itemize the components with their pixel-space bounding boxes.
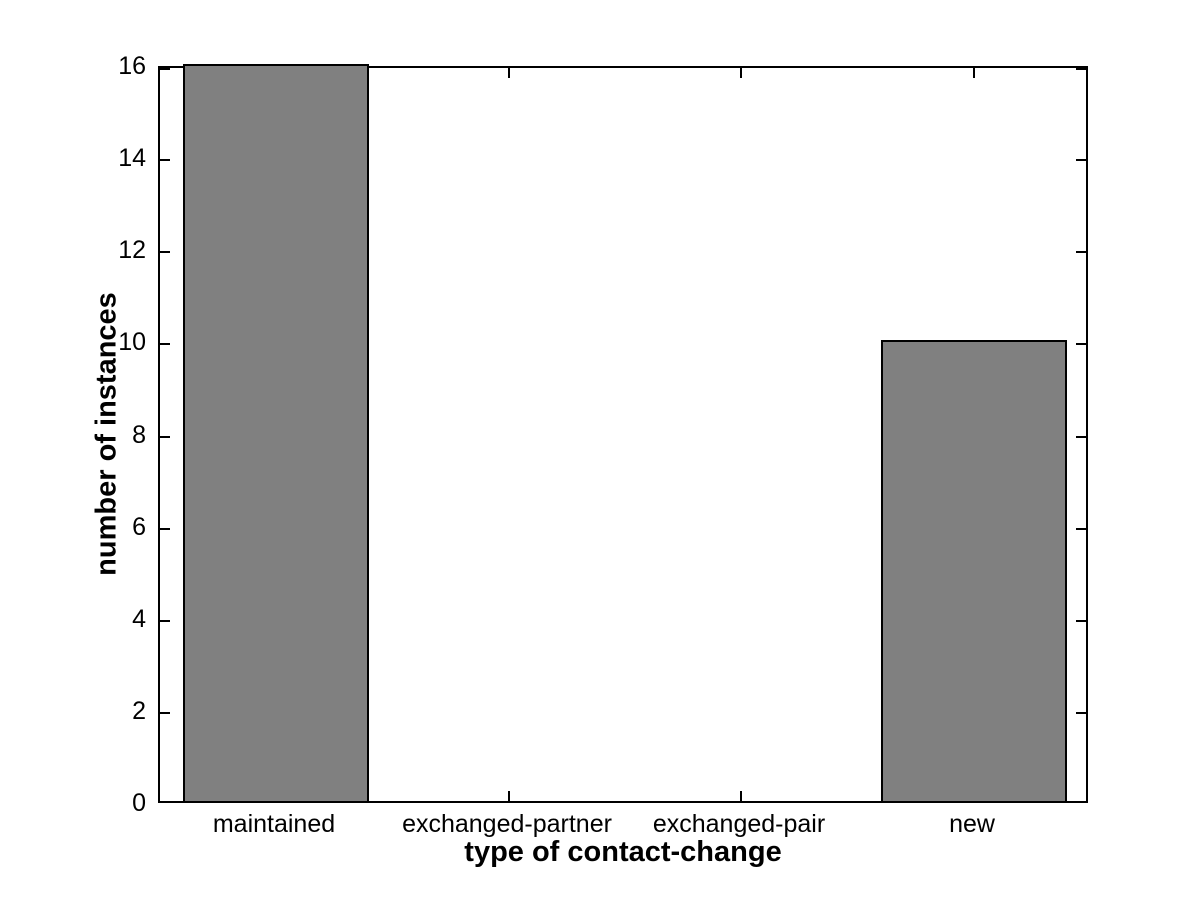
y-tick-label: 10: [118, 328, 146, 356]
y-tick-label: 8: [132, 421, 146, 449]
y-tick-mark: [1076, 159, 1086, 161]
x-tick-label: exchanged-partner: [402, 810, 612, 838]
x-tick-mark: [508, 791, 510, 801]
x-tick-label: maintained: [212, 810, 336, 838]
y-tick-mark: [160, 620, 170, 622]
x-tick-label: exchanged-pair: [652, 810, 826, 838]
y-tick-mark: [160, 159, 170, 161]
y-tick-mark: [1076, 343, 1086, 345]
y-tick-mark: [1076, 801, 1086, 803]
y-tick-mark: [1076, 251, 1086, 253]
x-axis-label: type of contact-change: [464, 836, 782, 868]
y-tick-mark: [160, 712, 170, 714]
y-tick-mark: [160, 801, 170, 803]
y-tick-mark: [160, 436, 170, 438]
x-tick-label: new: [949, 810, 995, 838]
x-tick-mark: [740, 791, 742, 801]
y-tick-mark: [160, 251, 170, 253]
y-tick-mark: [1076, 68, 1086, 70]
plot-area: [158, 64, 1088, 803]
y-tick-label: 16: [118, 52, 146, 80]
y-tick-mark: [160, 528, 170, 530]
x-tick-mark: [508, 68, 510, 78]
y-tick-mark: [1076, 528, 1086, 530]
y-tick-label: 6: [132, 513, 146, 541]
bar-new: [881, 340, 1067, 801]
y-tick-label: 4: [132, 605, 146, 633]
y-tick-mark: [160, 68, 170, 70]
y-tick-label: 2: [132, 697, 146, 725]
x-tick-mark: [973, 68, 975, 78]
y-tick-mark: [1076, 620, 1086, 622]
y-tick-mark: [1076, 712, 1086, 714]
y-tick-label: 0: [132, 789, 146, 817]
y-tick-label: 12: [118, 236, 146, 264]
x-tick-mark: [740, 68, 742, 78]
y-tick-mark: [160, 343, 170, 345]
y-tick-mark: [1076, 436, 1086, 438]
bar-maintained: [183, 64, 369, 801]
y-tick-label: 14: [118, 144, 146, 172]
